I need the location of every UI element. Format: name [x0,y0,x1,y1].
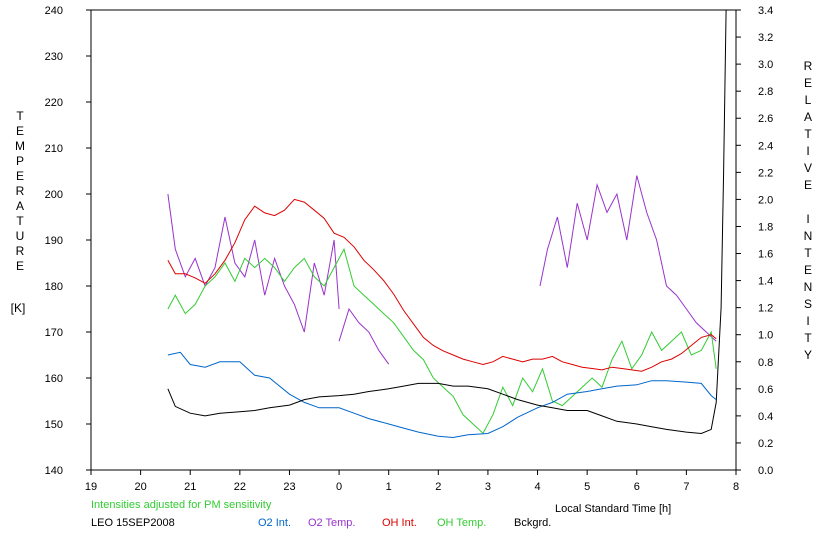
axis-title-letter: E [16,259,24,273]
legend-entry: OH Temp. [437,517,486,529]
x-tick-label: 1 [386,481,392,493]
right-tick-label: 2.6 [758,113,773,125]
x-axis-label: Local Standard Time [h] [555,503,671,515]
axis-title-letter: L [805,93,812,107]
series-line-o2-temp [167,193,340,333]
axis-title-letter: A [16,199,24,213]
axis-title-letter: T [16,109,24,123]
axis-title-letter: T [16,214,24,228]
right-tick-label: 1.6 [758,249,773,261]
series-layer [167,9,727,439]
x-tick-label: 7 [683,481,689,493]
axis-title-letter: E [804,178,812,192]
x-tick-label: 19 [85,481,97,493]
axis-title-letter: U [16,229,25,243]
station-text: LEO 15SEP2008 [91,517,175,529]
x-tick-label: 21 [184,481,196,493]
plot-frame [90,9,737,471]
tick-layer: 19 20 21 22 23 0 1 2 3 4 5 6 7 8140150160170180190200… [45,5,774,493]
axis-title-letter: N [804,229,813,243]
x-tick-label: 3 [485,481,491,493]
axis-title-letter: I [806,212,809,226]
right-tick-label: 1.8 [758,221,773,233]
axis-title-letter: Y [804,348,812,362]
axis-title-letter: V [804,161,812,175]
right-tick-label: 1.4 [758,276,773,288]
axis-title-letter: I [806,314,809,328]
axis-title-letter: I [806,144,809,158]
legend-entry: O2 Temp. [308,517,356,529]
left-tick-label: 170 [45,327,63,339]
right-tick-label: 2.0 [758,194,773,206]
axis-title-letter: E [804,76,812,90]
right-tick-label: 0.6 [758,384,773,396]
left-tick-label: 200 [45,189,63,201]
right-tick-label: 0.0 [758,465,773,477]
axis-title-letter: A [804,110,812,124]
series-line-bckgrd [167,9,727,435]
series-line-oh-temp [167,247,717,435]
right-tick-label: 2.4 [758,140,773,152]
right-tick-label: 3.2 [758,32,773,44]
x-tick-label: 20 [134,481,146,493]
axis-title-letter: R [804,59,813,73]
left-tick-label: 230 [45,51,63,63]
axis-title-letter: T [804,127,812,141]
axis-title-letter: S [804,297,812,311]
x-tick-label: 0 [336,481,342,493]
x-tick-label: 23 [283,481,295,493]
x-tick-label: 6 [634,481,640,493]
left-tick-label: 160 [45,373,63,385]
left-tick-label: 220 [45,97,63,109]
axis-title-letter: M [15,139,25,153]
legend: O2 Int. O2 Temp. OH Int. OH Temp. Bckgrd. [258,517,551,529]
legend-entry: OH Int. [382,517,417,529]
right-tick-label: 2.2 [758,167,773,179]
right-tick-label: 1.2 [758,303,773,315]
axis-title-letter: E [16,124,24,138]
series-line-o2-temp [338,307,390,365]
series-line-oh-int [167,198,717,372]
right-tick-label: 3.0 [758,59,773,71]
right-tick-label: 3.4 [758,5,773,17]
legend-entry: Bckgrd. [514,517,551,529]
series-line-o2-int [167,351,717,439]
left-tick-label: 150 [45,419,63,431]
left-tick-label: 190 [45,235,63,247]
axis-title-letter: E [804,263,812,277]
legend-entry: O2 Int. [258,517,291,529]
left-tick-label: 140 [45,465,63,477]
axis-title-letter: T [804,246,812,260]
axis-title-letter: R [16,184,25,198]
note-text: Intensities adjusted for PM sensitivity [91,499,272,511]
x-tick-label: 5 [584,481,590,493]
axis-title-letter: E [16,169,24,183]
left-tick-label: 180 [45,281,63,293]
left-tick-label: 240 [45,5,63,17]
left-axis-unit: [K] [11,301,26,315]
axis-title-letter: P [16,154,24,168]
x-tick-label: 22 [234,481,246,493]
x-tick-label: 4 [534,481,540,493]
right-tick-label: 0.2 [758,438,773,450]
axis-title-letter: N [804,280,813,294]
x-tick-label: 8 [733,481,739,493]
axis-title-letter: T [804,331,812,345]
x-tick-label: 2 [435,481,441,493]
right-tick-label: 1.0 [758,330,773,342]
right-tick-label: 2.8 [758,86,773,98]
axis-title-letter: R [16,244,25,258]
right-tick-label: 0.8 [758,357,773,369]
right-tick-label: 0.4 [758,411,773,423]
left-tick-label: 210 [45,143,63,155]
series-line-o2-temp [539,175,717,342]
